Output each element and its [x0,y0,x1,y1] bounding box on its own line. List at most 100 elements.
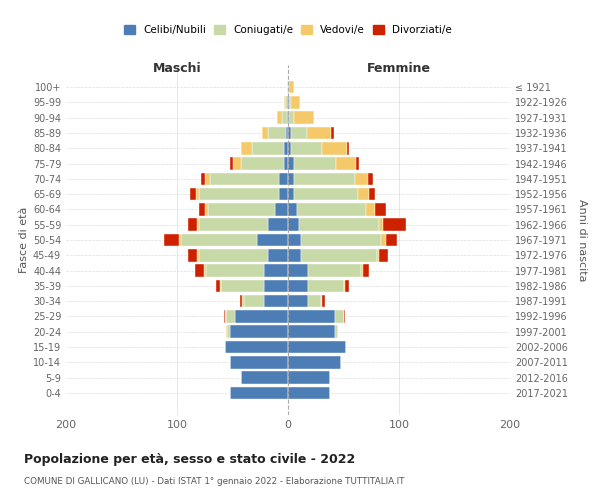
Bar [220,280,221,292]
Bar [293,112,314,124]
Bar [343,310,344,322]
Bar [263,280,288,292]
Bar [268,249,288,262]
Bar [268,127,286,140]
Bar [297,203,366,215]
Bar [335,326,338,338]
Bar [268,218,288,231]
Bar [227,326,230,338]
Bar [381,234,386,246]
Bar [199,203,205,215]
Bar [199,218,268,231]
Bar [241,142,253,154]
Bar [262,127,268,140]
Bar [257,234,288,246]
Bar [289,96,292,108]
Bar [308,264,361,277]
Bar [322,142,347,154]
Bar [288,81,289,94]
Bar [288,142,292,154]
Bar [188,218,197,231]
Bar [288,96,289,108]
Bar [199,249,268,262]
Bar [288,310,335,322]
Bar [203,264,206,277]
Bar [277,112,283,124]
Bar [288,158,293,170]
Bar [197,218,199,231]
Bar [233,158,241,170]
Bar [216,280,220,292]
Bar [286,127,288,140]
Bar [301,249,377,262]
Bar [331,127,334,140]
Bar [379,218,383,231]
Text: Femmine: Femmine [367,62,431,75]
Bar [279,172,288,185]
Bar [242,295,244,308]
Bar [205,172,211,185]
Bar [322,295,325,308]
Bar [202,172,205,185]
Bar [190,188,196,200]
Bar [356,158,359,170]
Bar [284,96,287,108]
Bar [288,386,330,399]
Bar [301,234,381,246]
Bar [374,203,386,215]
Bar [292,142,322,154]
Bar [288,356,341,368]
Bar [361,264,364,277]
Bar [335,310,343,322]
Y-axis label: Anni di nascita: Anni di nascita [577,198,587,281]
Bar [197,249,199,262]
Bar [221,280,263,292]
Bar [196,188,199,200]
Bar [230,326,288,338]
Bar [358,188,369,200]
Bar [288,326,335,338]
Bar [288,372,330,384]
Bar [379,249,388,262]
Bar [368,172,373,185]
Bar [181,234,257,246]
Bar [289,112,293,124]
Bar [263,264,288,277]
Bar [336,158,356,170]
Bar [293,188,358,200]
Bar [288,264,308,277]
Bar [293,158,336,170]
Text: Popolazione per età, sesso e stato civile - 2022: Popolazione per età, sesso e stato civil… [24,452,355,466]
Bar [288,234,301,246]
Bar [292,127,307,140]
Bar [287,96,288,108]
Bar [225,310,226,322]
Bar [369,188,374,200]
Bar [284,158,288,170]
Bar [307,127,331,140]
Bar [283,112,287,124]
Bar [288,249,301,262]
Bar [308,295,322,308]
Bar [208,203,275,215]
Bar [288,172,293,185]
Bar [188,249,197,262]
Bar [377,249,379,262]
Bar [253,142,284,154]
Bar [226,310,235,322]
Bar [241,372,288,384]
Bar [289,81,293,94]
Bar [263,295,288,308]
Bar [199,188,279,200]
Bar [224,310,225,322]
Bar [241,158,284,170]
Text: COMUNE DI GALLICANO (LU) - Dati ISTAT 1° gennaio 2022 - Elaborazione TUTTITALIA.: COMUNE DI GALLICANO (LU) - Dati ISTAT 1°… [24,478,404,486]
Bar [284,142,288,154]
Bar [230,158,233,170]
Bar [355,172,368,185]
Bar [287,81,288,94]
Bar [288,280,308,292]
Bar [225,340,288,353]
Bar [293,172,355,185]
Bar [366,203,374,215]
